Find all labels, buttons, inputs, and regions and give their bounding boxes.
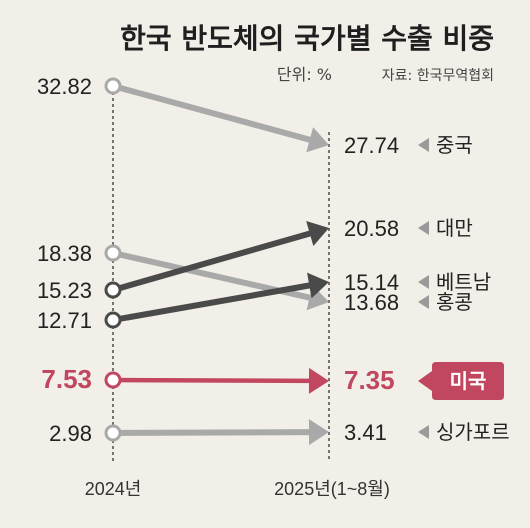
series-line-대만 <box>112 230 313 293</box>
start-point <box>104 77 122 95</box>
start-point <box>104 371 122 389</box>
arrow-head <box>306 221 329 247</box>
start-value-label: 2.98 <box>49 421 92 446</box>
country-label: 홍콩 <box>436 290 473 314</box>
country-label: 미국 <box>450 369 487 393</box>
country-label: 중국 <box>436 133 473 157</box>
start-value-label: 7.53 <box>41 364 92 394</box>
end-value-label: 7.35 <box>344 365 395 395</box>
series-line-중국 <box>112 83 313 144</box>
x-tick-label: 2024년 <box>85 479 142 499</box>
x-tick-label: 2025년(1~8월) <box>274 479 390 499</box>
end-value-label: 15.14 <box>344 270 399 295</box>
start-point <box>104 244 122 262</box>
country-label: 싱가포르 <box>436 420 510 444</box>
end-value-label: 27.74 <box>344 133 399 158</box>
end-value-label: 13.68 <box>344 290 399 315</box>
arrow-head <box>308 367 329 394</box>
start-point <box>104 311 122 329</box>
pointer-icon <box>418 295 429 309</box>
start-value-label: 18.38 <box>37 241 92 266</box>
start-point <box>104 281 122 299</box>
end-value-label: 3.41 <box>344 420 387 445</box>
series-line-미국 <box>112 377 312 384</box>
chart-title: 한국 반도체의 국가별 수출 비중 <box>120 22 494 55</box>
start-value-label: 15.23 <box>37 278 92 303</box>
series-line-베트남 <box>112 282 312 323</box>
pointer-icon <box>418 138 429 152</box>
series-line-싱가포르 <box>112 429 312 436</box>
country-label: 베트남 <box>436 270 491 294</box>
series-marks: 32.82 27.74 중국 18.38 13.68 홍콩 2.98 3.41 싱가포르 15.2… <box>37 74 510 446</box>
start-value-label: 32.82 <box>37 74 92 99</box>
start-value-label: 12.71 <box>37 308 92 333</box>
country-label: 대만 <box>436 216 473 240</box>
arrow-head <box>307 272 329 299</box>
pointer-icon <box>418 221 429 235</box>
arrow-head <box>306 127 329 153</box>
arrow-head <box>308 419 329 446</box>
start-point <box>104 424 122 442</box>
source-label: 자료: 한국무역협회 <box>382 68 494 84</box>
pointer-icon <box>418 275 429 289</box>
pointer-icon <box>418 425 429 439</box>
highlight-badge <box>418 362 504 400</box>
end-value-label: 20.58 <box>344 216 399 241</box>
unit-label: 단위: % <box>277 65 332 84</box>
